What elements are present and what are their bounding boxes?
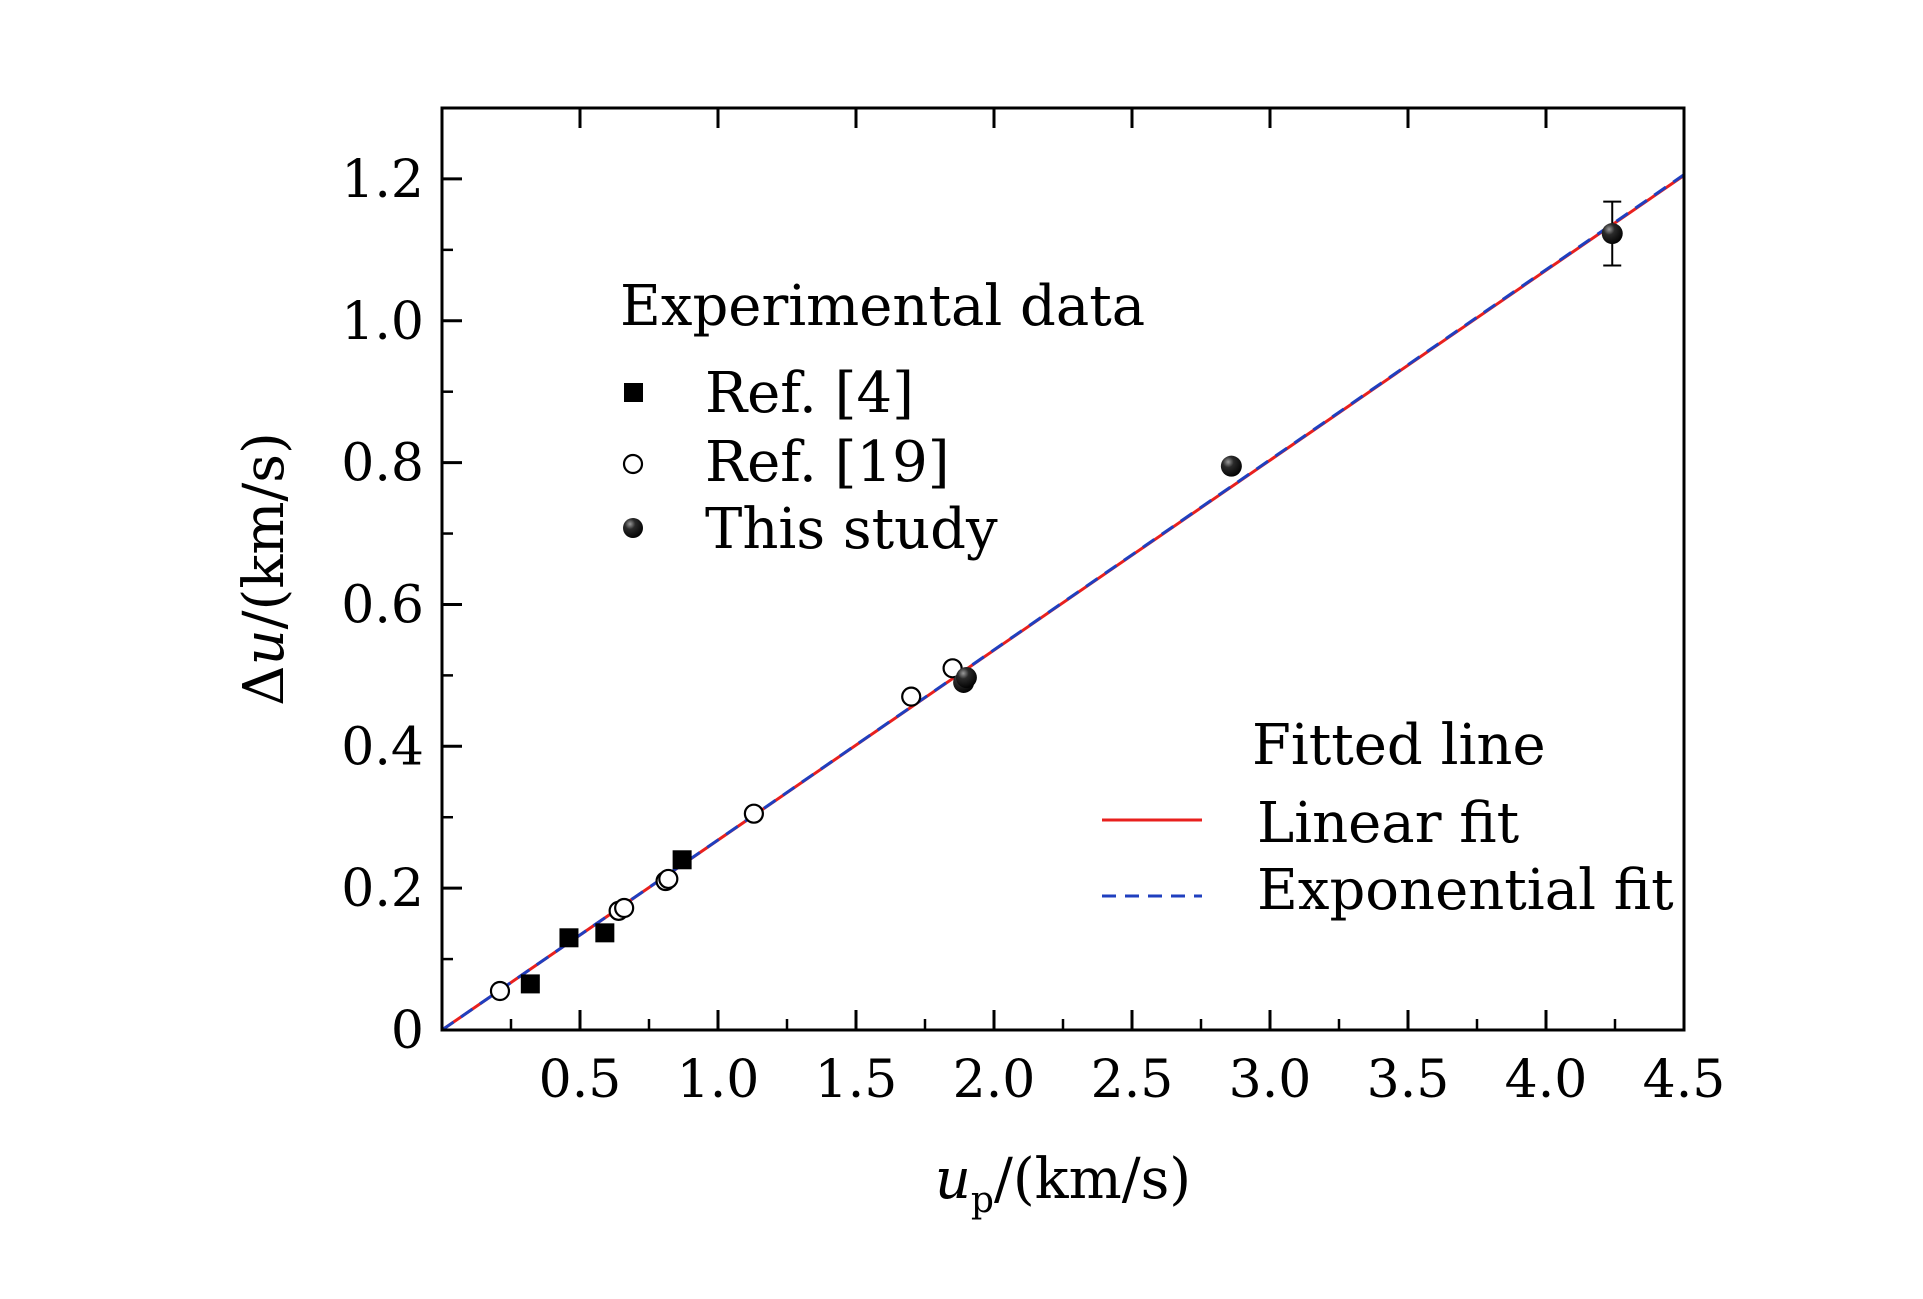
legend-label-exponential: Exponential fit [1257,858,1674,923]
x-axis-title: up/(km/s) [935,1147,1191,1221]
y-axis-prefix: Δ [232,665,297,705]
legend-label-ref19: Ref. [19] [705,430,950,495]
y-tick-label: 1.2 [341,150,424,210]
x-tick-label: 3.5 [1367,1050,1450,1110]
fit-line-linear-fit [442,174,1684,1030]
legend-marker-ref19 [622,453,644,475]
x-axis-unit: /(km/s) [994,1147,1191,1212]
y-tick-labels: 0 0.2 0.4 0.6 0.8 1.0 1.2 [341,150,424,1061]
legend-fit: Fitted line Linear fit Exponential fit [1102,713,1674,923]
x-tick-label: 1.5 [815,1050,898,1110]
x-axis-sub: p [971,1180,994,1221]
legend-marker-this-study [623,518,643,538]
x-tick-labels: 0.5 1.0 1.5 2.0 2.5 3.0 3.5 4.0 4.5 [539,1050,1726,1110]
point-ref4 [559,928,579,948]
y-tick-label: 0.4 [341,717,424,777]
fit-lines [442,173,1684,1030]
legend-label-linear: Linear fit [1257,791,1520,856]
point-ref19 [489,980,511,1002]
point-ref19 [743,803,764,824]
x-tick-label: 1.0 [677,1050,760,1110]
x-tick-label: 2.0 [953,1050,1036,1110]
y-axis-unit: /(km/s) [232,432,297,629]
y-tick-label: 0.8 [341,434,424,494]
point-ref4 [595,923,615,943]
point-ref4 [520,974,540,994]
x-tick-label: 4.5 [1643,1050,1726,1110]
x-tick-label: 0.5 [539,1050,622,1110]
y-axis-var: u [232,629,297,665]
legend-label-ref4: Ref. [4] [705,361,914,426]
point-ref4 [672,850,692,870]
point-ref19 [901,686,922,707]
plot-frame [440,106,1686,1032]
point-this-study [1220,455,1242,477]
point-this-study [955,667,977,689]
point-ref19 [658,868,679,890]
point-this-study [1601,223,1623,245]
y-axis-title: Δu/(km/s) [232,432,297,706]
legend-fit-title: Fitted line [1252,713,1546,778]
x-tick-label: 4.0 [1505,1050,1588,1110]
x-axis-var: u [935,1147,971,1212]
legend-marker-ref4 [624,383,643,402]
data-points [489,200,1623,1002]
x-tick-label: 2.5 [1091,1050,1174,1110]
y-tick-label: 1.0 [341,292,424,352]
legend-label-this-study: This study [705,497,998,562]
legend-experimental-title: Experimental data [620,274,1145,339]
point-ref19 [614,897,635,919]
y-tick-label: 0 [391,1001,424,1061]
y-tick-label: 0.6 [341,575,424,635]
y-tick-label: 0.2 [341,859,424,919]
legend-experimental: Experimental data Ref. [4] Ref. [19] Thi… [620,274,1145,562]
x-tick-label: 3.0 [1229,1050,1312,1110]
